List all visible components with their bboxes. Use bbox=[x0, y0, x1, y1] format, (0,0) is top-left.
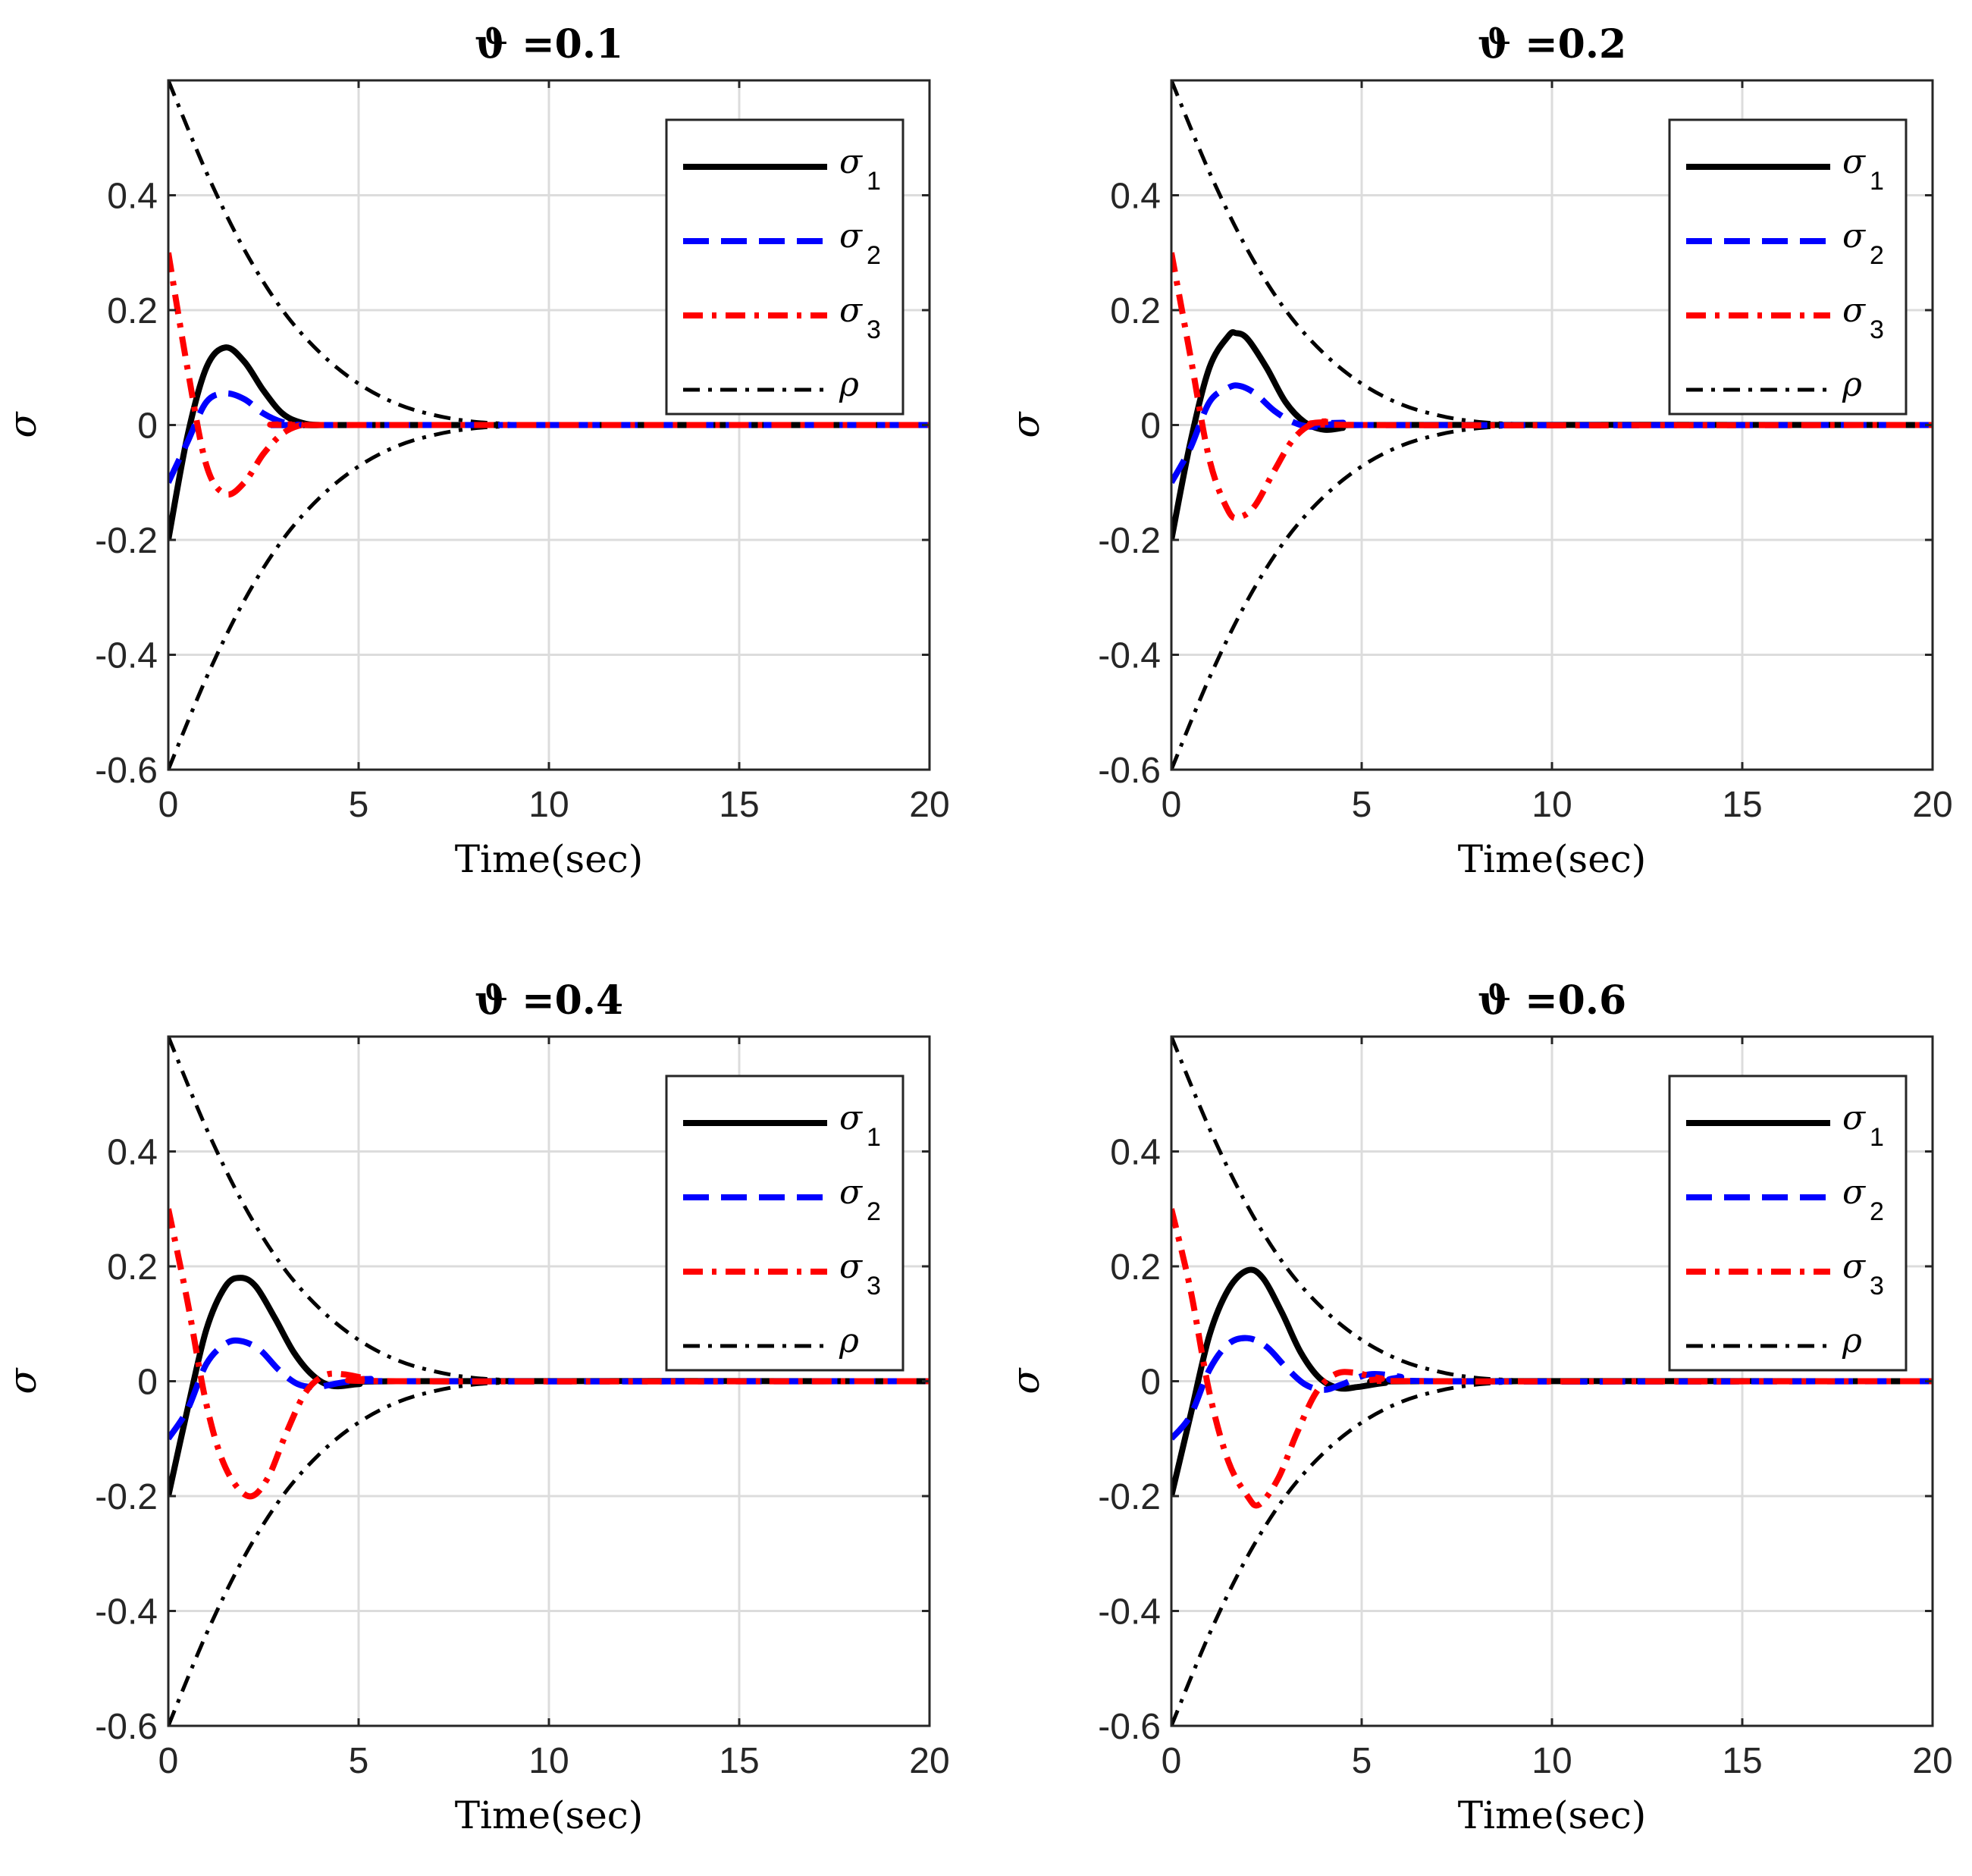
chart-title: ϑ =0.6 bbox=[1478, 977, 1626, 1024]
series-line-σ3 bbox=[168, 1208, 930, 1500]
series-line-σ1 bbox=[168, 1275, 930, 1497]
x-axis-label: Time(sec) bbox=[455, 837, 644, 881]
y-tick-label: 0.4 bbox=[107, 1133, 158, 1173]
y-tick-label: 0.2 bbox=[1110, 1247, 1161, 1288]
y-tick-label: -0.4 bbox=[95, 636, 158, 676]
chart-title: ϑ =0.4 bbox=[475, 977, 623, 1024]
x-tick-label: 20 bbox=[1912, 785, 1952, 825]
y-tick-label: -0.4 bbox=[95, 1592, 158, 1633]
y-axis-label: σ bbox=[1004, 411, 1048, 438]
x-tick-label: 20 bbox=[909, 1741, 949, 1781]
legend-label-ρ: ρ bbox=[839, 365, 859, 404]
legend-label-ρ: ρ bbox=[839, 1322, 859, 1360]
series-line-σ3 bbox=[1171, 1208, 1933, 1509]
x-tick-label: 15 bbox=[1722, 1741, 1762, 1781]
y-tick-label: 0 bbox=[137, 1363, 158, 1403]
y-tick-label: -0.4 bbox=[1098, 1592, 1161, 1633]
x-tick-label: 0 bbox=[1162, 1741, 1182, 1781]
x-tick-label: 0 bbox=[1162, 785, 1182, 825]
y-tick-label: 0.4 bbox=[1110, 177, 1161, 217]
series-line-σ3 bbox=[168, 252, 930, 498]
y-axis-label: σ bbox=[1, 411, 45, 438]
x-tick-label: 10 bbox=[528, 785, 569, 825]
series-line-σ3 bbox=[1171, 252, 1933, 522]
series-line-σ2 bbox=[1171, 382, 1933, 485]
chart-title: ϑ =0.1 bbox=[475, 21, 623, 67]
x-tick-label: 20 bbox=[1912, 1741, 1952, 1781]
x-tick-label: 10 bbox=[1532, 785, 1572, 825]
y-tick-label: 0.4 bbox=[1110, 1133, 1161, 1173]
x-tick-label: 15 bbox=[719, 1741, 759, 1781]
y-tick-label: 0 bbox=[1140, 1363, 1161, 1403]
y-tick-label: -0.6 bbox=[1098, 1707, 1161, 1747]
legend-label-ρ: ρ bbox=[1842, 1322, 1862, 1360]
legend: σ 1 σ 2 σ 3 ρ bbox=[665, 118, 904, 416]
y-tick-label: -0.6 bbox=[95, 1707, 158, 1747]
legend-label-ρ: ρ bbox=[1842, 365, 1862, 404]
x-tick-label: 5 bbox=[349, 785, 369, 825]
y-tick-label: -0.6 bbox=[1098, 751, 1161, 791]
chart-title: ϑ =0.2 bbox=[1478, 21, 1626, 67]
y-tick-label: -0.4 bbox=[1098, 636, 1161, 676]
legend: σ 1 σ 2 σ 3 ρ bbox=[1668, 1074, 1908, 1372]
x-tick-label: 5 bbox=[349, 1741, 369, 1781]
x-tick-label: 10 bbox=[1532, 1741, 1572, 1781]
y-tick-label: 0.2 bbox=[107, 1247, 158, 1288]
y-axis-label: σ bbox=[1, 1367, 45, 1394]
chart-panel-4: 0 5 10 15 20 -0.6 -0.4 -0.2 0 0.2 0.4 ϑ =0.6 Time(se… bbox=[1004, 977, 1953, 1837]
y-tick-label: -0.2 bbox=[1098, 521, 1161, 561]
x-axis-label: Time(sec) bbox=[455, 1793, 644, 1837]
y-tick-label: -0.2 bbox=[1098, 1477, 1161, 1517]
y-tick-label: 0.4 bbox=[107, 177, 158, 217]
x-tick-label: 0 bbox=[158, 1741, 179, 1781]
y-axis-label: σ bbox=[1004, 1367, 1048, 1394]
series-group bbox=[168, 80, 930, 770]
y-tick-label: -0.2 bbox=[95, 521, 158, 561]
chart-panel-1: 0 5 10 15 20 -0.6 -0.4 -0.2 0 0.2 0.4 ϑ =0.1 Time(se… bbox=[1, 21, 950, 881]
x-tick-label: 15 bbox=[719, 785, 759, 825]
x-tick-label: 10 bbox=[528, 1741, 569, 1781]
x-tick-label: 0 bbox=[158, 785, 179, 825]
chart-panel-2: 0 5 10 15 20 -0.6 -0.4 -0.2 0 0.2 0.4 ϑ =0.2 Time(se… bbox=[1004, 21, 1953, 881]
y-tick-label: -0.6 bbox=[95, 751, 158, 791]
series-group bbox=[1171, 80, 1933, 770]
x-axis-label: Time(sec) bbox=[1458, 837, 1647, 881]
y-tick-label: 0.2 bbox=[1110, 291, 1161, 331]
x-tick-label: 5 bbox=[1352, 1741, 1372, 1781]
series-group bbox=[168, 1037, 930, 1726]
series-line-σ2 bbox=[168, 390, 930, 484]
y-tick-label: 0 bbox=[1140, 406, 1161, 447]
x-tick-label: 20 bbox=[909, 785, 949, 825]
x-tick-label: 15 bbox=[1722, 785, 1762, 825]
legend: σ 1 σ 2 σ 3 ρ bbox=[1668, 118, 1908, 416]
y-tick-label: 0 bbox=[137, 406, 158, 447]
legend: σ 1 σ 2 σ 3 ρ bbox=[665, 1074, 904, 1372]
series-group bbox=[1171, 1037, 1933, 1726]
y-tick-label: -0.2 bbox=[95, 1477, 158, 1517]
chart-panel-3: 0 5 10 15 20 -0.6 -0.4 -0.2 0 0.2 0.4 ϑ =0.4 Time(se… bbox=[1, 977, 950, 1837]
x-tick-label: 5 bbox=[1352, 785, 1372, 825]
y-tick-label: 0.2 bbox=[107, 291, 158, 331]
x-axis-label: Time(sec) bbox=[1458, 1793, 1647, 1837]
